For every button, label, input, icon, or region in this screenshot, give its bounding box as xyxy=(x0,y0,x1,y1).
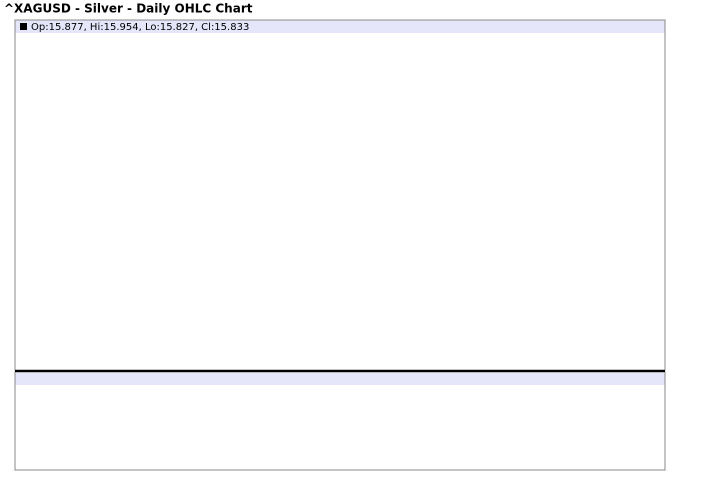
chart-title: ^XAGUSD - Silver - Daily OHLC Chart xyxy=(4,2,253,16)
price-legend-swatch xyxy=(20,23,27,30)
price-legend-strip xyxy=(15,20,665,33)
price-legend: Op:15.877, Hi:15.954, Lo:15.827, Cl:15.8… xyxy=(31,22,249,33)
macd-legend-strip xyxy=(15,372,665,385)
